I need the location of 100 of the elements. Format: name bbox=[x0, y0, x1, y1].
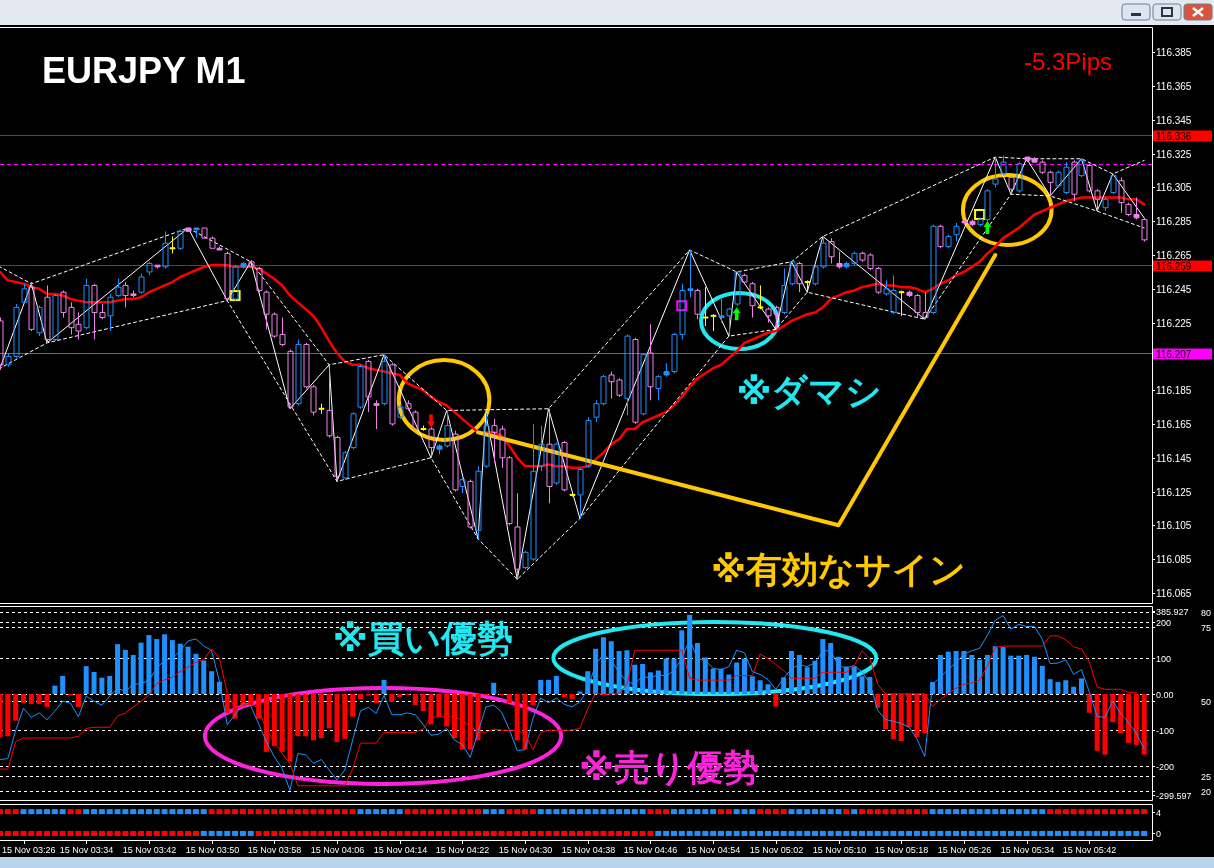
bar bbox=[522, 694, 528, 749]
x-tick-label: 15 Nov 05:34 bbox=[1000, 845, 1055, 855]
x-tick-label: 15 Nov 04:54 bbox=[686, 845, 741, 855]
bar bbox=[444, 694, 450, 727]
text: EURJPY M1 bbox=[42, 50, 246, 91]
ref-line-label: 116.336 bbox=[1156, 130, 1192, 142]
candlestick bbox=[475, 465, 482, 540]
bar bbox=[122, 649, 128, 694]
bar bbox=[295, 694, 301, 737]
candlestick bbox=[169, 235, 176, 254]
candlestick bbox=[318, 403, 325, 415]
annotation: -5.3Pips bbox=[1024, 48, 1113, 75]
bar bbox=[303, 694, 309, 737]
bar bbox=[381, 679, 387, 694]
y-tick-label: 116.105 bbox=[1156, 520, 1192, 531]
bar bbox=[169, 640, 175, 694]
bar bbox=[836, 656, 842, 694]
bar bbox=[734, 662, 740, 694]
bar bbox=[945, 651, 951, 694]
candlestick bbox=[992, 156, 999, 188]
bar bbox=[1000, 647, 1006, 694]
bar bbox=[608, 641, 614, 694]
candlestick bbox=[757, 284, 764, 310]
y-tick-label: -200 bbox=[1156, 761, 1175, 772]
candlestick bbox=[749, 281, 756, 319]
candlestick bbox=[1102, 197, 1109, 212]
bar bbox=[593, 648, 599, 694]
annotation: ※買い優勢 bbox=[332, 618, 513, 659]
bar bbox=[107, 675, 113, 694]
bar bbox=[130, 654, 136, 694]
bar bbox=[538, 679, 544, 694]
bar bbox=[671, 658, 677, 694]
candlestick bbox=[1008, 175, 1015, 195]
candlestick bbox=[193, 227, 200, 239]
bar bbox=[577, 691, 583, 694]
bar bbox=[209, 671, 215, 694]
candlestick bbox=[655, 374, 662, 401]
bar bbox=[851, 666, 857, 694]
bar bbox=[663, 658, 669, 694]
bar bbox=[13, 694, 19, 721]
y3-tick-label: -299.597 bbox=[1156, 790, 1192, 801]
y-tick-label: 116.245 bbox=[1156, 284, 1192, 295]
y2-tick-label: 80 bbox=[1200, 607, 1211, 618]
candlestick bbox=[21, 283, 28, 305]
x-tick-label: 15 Nov 03:34 bbox=[59, 845, 114, 855]
x-tick-label: 15 Nov 04:38 bbox=[561, 845, 616, 855]
bar bbox=[60, 675, 66, 694]
y-tick-label: 116.065 bbox=[1156, 588, 1192, 599]
bar bbox=[1086, 694, 1092, 713]
x-tick-label: 15 Nov 03:42 bbox=[122, 845, 177, 855]
bar bbox=[600, 637, 606, 694]
x-tick-label: 15 Nov 05:10 bbox=[812, 845, 867, 855]
candlestick bbox=[741, 273, 748, 285]
ref-line-label: 116.207 bbox=[1156, 348, 1192, 360]
bar bbox=[741, 658, 747, 694]
y-tick-label: 200 bbox=[1156, 617, 1172, 628]
candlestick bbox=[953, 222, 960, 243]
bar bbox=[467, 694, 473, 750]
x-tick-label: 15 Nov 04:30 bbox=[498, 845, 553, 855]
bar bbox=[420, 694, 426, 711]
bar bbox=[412, 694, 418, 706]
candlestick bbox=[569, 492, 576, 498]
bar bbox=[789, 650, 795, 694]
bar bbox=[138, 642, 144, 694]
bar bbox=[1102, 694, 1108, 755]
annotation: ※有効なサイン bbox=[710, 549, 966, 590]
y-tick-label: 116.145 bbox=[1156, 453, 1192, 464]
bar bbox=[702, 657, 708, 694]
candlestick bbox=[36, 305, 43, 337]
bar bbox=[162, 634, 168, 694]
bar bbox=[224, 694, 230, 713]
candlestick bbox=[248, 259, 255, 268]
bar bbox=[263, 694, 269, 752]
y-tick-label: 116.325 bbox=[1156, 149, 1192, 160]
bar bbox=[530, 694, 536, 706]
candlestick bbox=[945, 234, 952, 249]
bar bbox=[397, 694, 403, 698]
x-tick-label: 15 Nov 04:46 bbox=[623, 845, 678, 855]
bar bbox=[969, 654, 975, 694]
bar bbox=[115, 644, 121, 694]
bar bbox=[953, 650, 959, 694]
bar bbox=[506, 694, 512, 704]
y-tick-label: 4 bbox=[1156, 807, 1162, 818]
bar bbox=[992, 646, 998, 694]
bar bbox=[201, 660, 207, 694]
bar bbox=[91, 671, 97, 694]
bar bbox=[83, 666, 89, 694]
candlestick bbox=[405, 399, 412, 411]
bar bbox=[21, 694, 27, 704]
candlestick bbox=[898, 290, 905, 317]
bar bbox=[569, 694, 575, 700]
bar bbox=[765, 684, 771, 694]
candlestick bbox=[459, 477, 466, 494]
y-tick-label: 100 bbox=[1156, 653, 1172, 664]
bar bbox=[287, 694, 293, 762]
y-tick-label: 116.385 bbox=[1156, 47, 1192, 58]
bar bbox=[99, 677, 105, 694]
bar bbox=[1055, 682, 1061, 694]
bar bbox=[914, 694, 920, 738]
x-tick-label: 15 Nov 03:58 bbox=[247, 845, 302, 855]
